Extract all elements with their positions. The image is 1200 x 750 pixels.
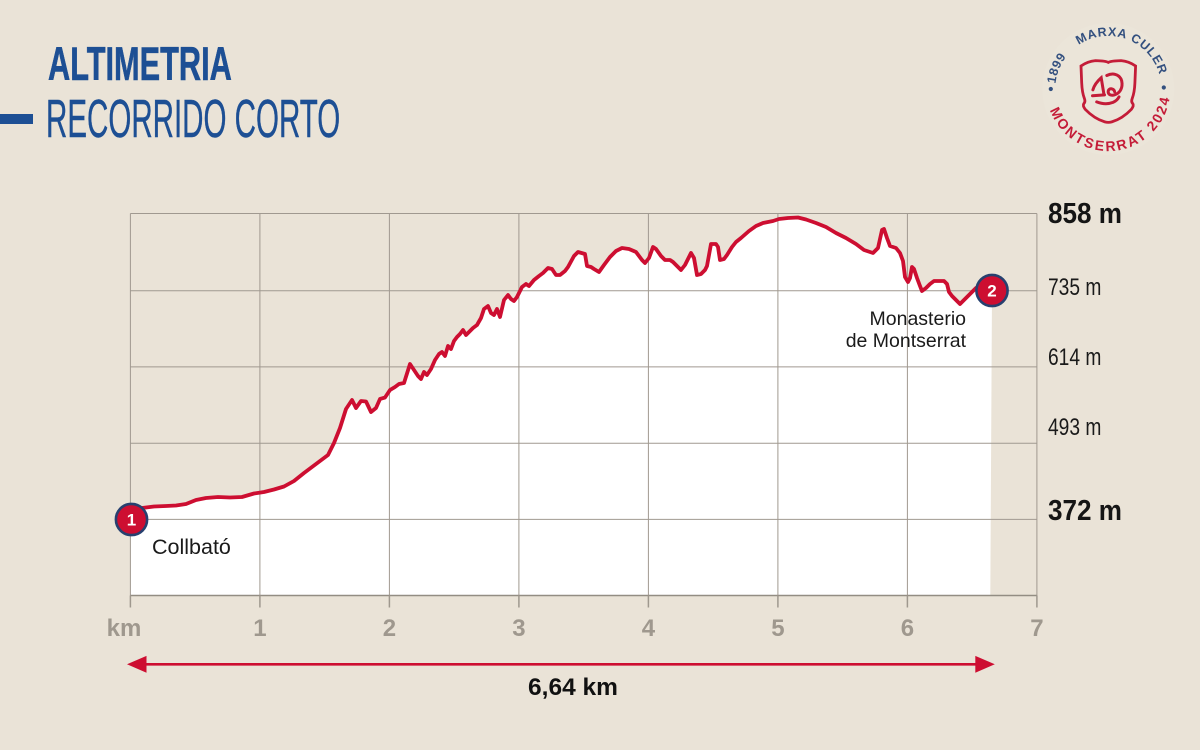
svg-text:1: 1 [127,511,136,530]
svg-text:2: 2 [987,282,996,301]
